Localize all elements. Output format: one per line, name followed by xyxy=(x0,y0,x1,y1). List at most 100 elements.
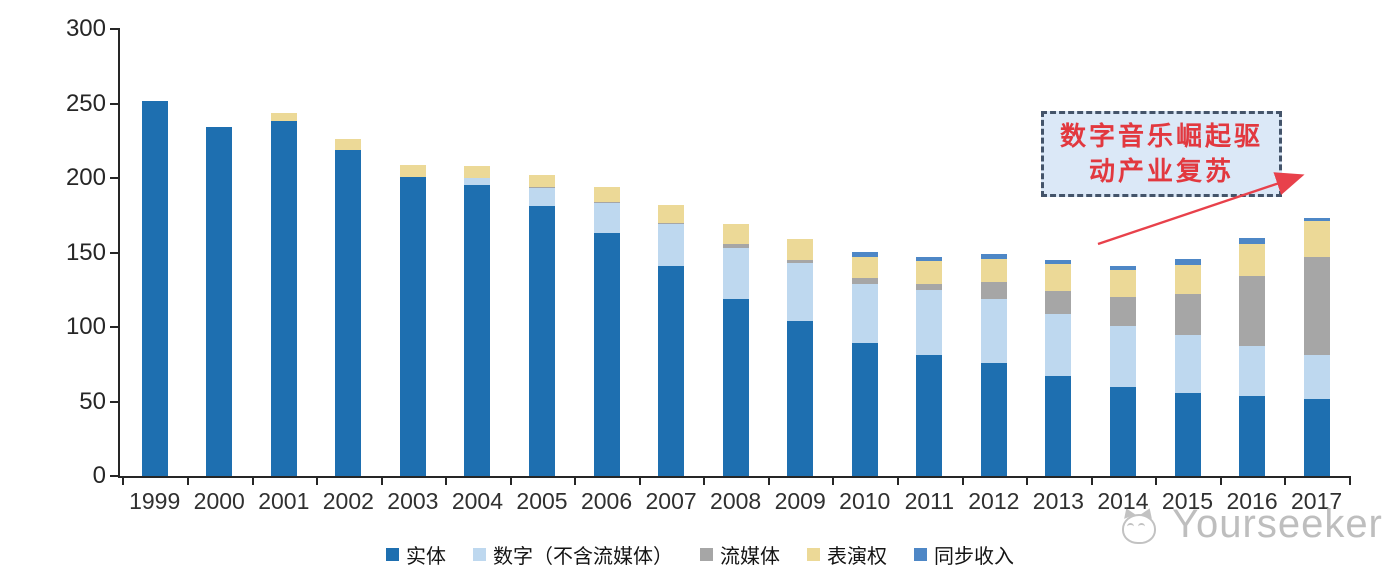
segment-digital-2008 xyxy=(722,248,749,299)
segment-streaming-2007 xyxy=(658,222,685,225)
y-axis-label-100: 100 xyxy=(65,313,106,340)
x-axis-label-2004: 2004 xyxy=(451,488,504,514)
segment-physical-2016 xyxy=(1239,395,1266,476)
bar-2004 xyxy=(464,166,491,476)
segment-digital-2014 xyxy=(1109,325,1136,387)
bar-2015 xyxy=(1174,258,1201,476)
segment-physical-2009 xyxy=(787,321,814,476)
segment-physical-2007 xyxy=(658,265,685,476)
segment-performance-2013 xyxy=(1045,264,1072,292)
x-axis-label-2001: 2001 xyxy=(258,488,310,514)
segment-streaming-2015 xyxy=(1174,294,1201,335)
x-axis-label-2011: 2011 xyxy=(904,488,955,514)
legend-swatch-sync xyxy=(914,548,927,561)
x-axis-label-2016: 2016 xyxy=(1226,488,1278,514)
segment-digital-2017 xyxy=(1303,355,1330,399)
y-axis-label-150: 150 xyxy=(65,238,106,266)
y-tick-250 xyxy=(110,102,118,105)
segment-physical-2010 xyxy=(851,343,878,476)
x-tick-13 xyxy=(961,478,964,485)
y-axis-label-50: 50 xyxy=(79,387,106,415)
y-tick-50 xyxy=(110,400,118,403)
segment-physical-2001 xyxy=(270,121,297,476)
x-tick-1 xyxy=(186,478,189,485)
segment-performance-2008 xyxy=(722,224,749,244)
segment-physical-2006 xyxy=(593,233,620,476)
segment-streaming-2013 xyxy=(1045,291,1072,314)
segment-performance-2009 xyxy=(787,239,814,260)
legend-item-performance: 表演权 xyxy=(807,540,887,569)
segment-digital-2011 xyxy=(916,289,943,356)
x-axis-label-2005: 2005 xyxy=(516,488,568,514)
segment-performance-2016 xyxy=(1239,243,1266,277)
segment-streaming-2017 xyxy=(1303,257,1330,356)
x-tick-3 xyxy=(316,478,319,485)
y-axis-label-300: 300 xyxy=(65,15,106,42)
legend-swatch-physical xyxy=(386,548,399,561)
x-tick-15 xyxy=(1090,478,1093,485)
x-axis-label-2007: 2007 xyxy=(645,488,697,514)
x-tick-16 xyxy=(1155,478,1158,485)
legend-swatch-streaming xyxy=(700,548,713,561)
y-tick-300 xyxy=(110,28,118,30)
segment-performance-2014 xyxy=(1109,270,1136,298)
bar-2001 xyxy=(270,112,297,476)
segment-streaming-2010 xyxy=(851,277,878,284)
segment-digital-2016 xyxy=(1239,346,1266,396)
segment-performance-2012 xyxy=(980,258,1007,283)
x-tick-14 xyxy=(1026,478,1029,485)
x-tick-10 xyxy=(767,478,770,485)
x-tick-4 xyxy=(380,478,383,485)
bar-2013 xyxy=(1045,259,1072,476)
segment-physical-2008 xyxy=(722,298,749,476)
x-tick-11 xyxy=(832,478,835,485)
annotation-text-line2: 动产业复苏 xyxy=(1088,157,1234,186)
segment-physical-1999 xyxy=(141,100,168,476)
legend-label-performance: 表演权 xyxy=(827,546,887,568)
segment-sync-2014 xyxy=(1109,265,1136,271)
segment-performance-2015 xyxy=(1174,264,1201,295)
bar-2012 xyxy=(980,254,1007,476)
segment-digital-2007 xyxy=(658,224,685,266)
x-axis-label-2000: 2000 xyxy=(193,488,245,514)
segment-performance-2004 xyxy=(464,166,491,178)
bar-2005 xyxy=(529,175,555,476)
segment-digital-2006 xyxy=(593,203,620,234)
legend-item-digital: 数字（不含流媒体） xyxy=(473,540,673,569)
segment-sync-2012 xyxy=(980,254,1007,259)
x-axis-label-2017: 2017 xyxy=(1291,488,1343,514)
x-axis-line xyxy=(118,476,1351,478)
x-axis-label-2006: 2006 xyxy=(580,488,633,514)
legend-item-physical: 实体 xyxy=(386,540,446,569)
annotation-box: 数字音乐崛起驱 动产业复苏 xyxy=(1041,111,1282,197)
legend: 实体 数字（不含流媒体） 流媒体 表演权 同步收入 xyxy=(386,540,1014,569)
segment-digital-2004 xyxy=(464,177,491,186)
y-axis-label-0: 0 xyxy=(92,462,106,489)
segment-physical-2005 xyxy=(529,206,555,476)
segment-sync-2010 xyxy=(851,252,878,257)
segment-performance-2011 xyxy=(916,261,943,284)
x-tick-8 xyxy=(638,478,641,485)
y-tick-100 xyxy=(110,326,118,328)
y-tick-0 xyxy=(110,475,118,477)
segment-sync-2017 xyxy=(1303,218,1330,222)
legend-label-physical: 实体 xyxy=(406,546,446,568)
x-axis-label-2003: 2003 xyxy=(387,488,439,514)
x-axis-label-2009: 2009 xyxy=(774,488,826,514)
legend-label-streaming: 流媒体 xyxy=(720,546,780,568)
x-tick-12 xyxy=(897,478,900,485)
x-tick-0 xyxy=(122,478,125,485)
segment-sync-2011 xyxy=(916,256,943,262)
segment-sync-2016 xyxy=(1239,237,1266,244)
annotation-arrow xyxy=(1097,172,1305,246)
legend-swatch-performance xyxy=(807,548,820,561)
x-axis-label-2010: 2010 xyxy=(839,488,891,514)
y-tick-200 xyxy=(110,177,118,179)
annotation-text-line1: 数字音乐崛起驱 xyxy=(1059,122,1263,151)
segment-streaming-2016 xyxy=(1239,276,1266,347)
bar-2006 xyxy=(593,186,620,476)
x-axis-label-2008: 2008 xyxy=(710,488,762,514)
segment-streaming-2012 xyxy=(980,282,1007,299)
bar-2010 xyxy=(851,252,878,476)
segment-performance-2001 xyxy=(270,112,297,122)
